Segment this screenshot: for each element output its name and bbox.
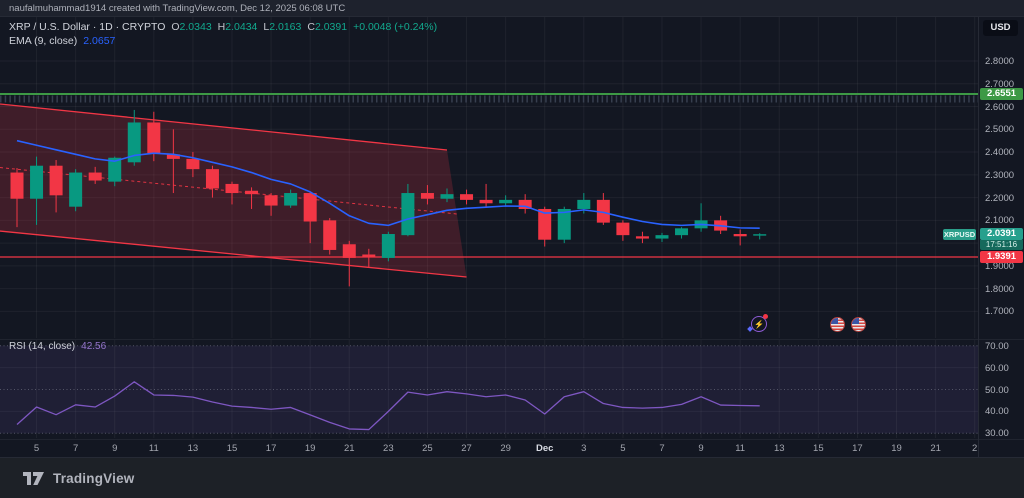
price-axis-label: 1.9000 xyxy=(985,260,1015,272)
time-axis-label: 17 xyxy=(852,443,863,454)
price-axis-label: 2.4000 xyxy=(985,147,1015,159)
pane-separator[interactable] xyxy=(0,439,1024,440)
rsi-value: 42.56 xyxy=(81,341,107,352)
time-axis-label: 21 xyxy=(343,443,355,454)
time-axis-label: 29 xyxy=(500,443,511,454)
time-axis-label: 9 xyxy=(112,443,118,454)
time-axis-label: Dec xyxy=(535,443,554,454)
rsi-legend[interactable]: RSI (14, close) 42.56 xyxy=(9,341,106,352)
bar-countdown-timer: 17:51:16 xyxy=(980,240,1023,250)
footer-bar: TradingView xyxy=(0,457,1024,498)
time-axis-label: 15 xyxy=(813,443,824,454)
time-axis-label: 13 xyxy=(187,443,199,454)
currency-toggle-button[interactable]: USD xyxy=(983,20,1018,36)
time-axis-label: 23 xyxy=(383,443,394,454)
time-axis-label: 25 xyxy=(422,443,433,454)
high-value: 2.0434 xyxy=(225,21,258,33)
close-label: C xyxy=(307,21,315,33)
low-label: L xyxy=(263,21,270,33)
time-axis-label: 27 xyxy=(461,443,472,454)
symbol-legend[interactable]: XRP / U.S. Dollar · 1D · CRYPTO O2.0343 H2… xyxy=(9,21,437,33)
us-economic-event-icon[interactable] xyxy=(851,317,866,332)
time-axis-label: 21 xyxy=(930,443,941,454)
time-axis-label: 11 xyxy=(148,443,159,454)
low-value: 2.0163 xyxy=(269,21,302,33)
change-value: +0.0048 (+0.24%) xyxy=(353,21,438,33)
price-axis-border xyxy=(978,17,979,457)
rsi-axis-label: 70.00 xyxy=(985,340,1009,352)
time-axis-label: 2 xyxy=(972,443,978,454)
price-axis-label: 2.3000 xyxy=(985,169,1015,181)
tradingview-logo-icon xyxy=(23,472,44,485)
resistance-price-badge[interactable]: 2.6551 xyxy=(980,88,1023,100)
price-axis-label: 1.8000 xyxy=(985,283,1015,295)
rsi-axis-label: 50.00 xyxy=(985,384,1009,396)
time-axis-label: 17 xyxy=(265,443,277,454)
tradingview-brand-link[interactable]: TradingView xyxy=(10,471,134,486)
time-axis-label: 7 xyxy=(72,443,79,454)
open-value: 2.0343 xyxy=(179,21,212,33)
us-economic-event-icon[interactable] xyxy=(830,317,845,332)
price-axis-label: 1.7000 xyxy=(985,306,1015,318)
last-price-badge[interactable]: 2.0391 xyxy=(980,228,1023,240)
time-axis-label: 13 xyxy=(773,443,785,454)
attribution-bar: naufalmuhammad1914 created with TradingV… xyxy=(0,0,1024,17)
pane-separator[interactable] xyxy=(0,339,1024,340)
time-axis-label: 3 xyxy=(581,443,587,454)
time-axis-label: 19 xyxy=(304,443,316,454)
price-axis-label: 2.6000 xyxy=(985,101,1015,113)
time-axis-label: 15 xyxy=(226,443,238,454)
rsi-axis-label: 30.00 xyxy=(985,428,1009,440)
crypto-event-icon[interactable]: ⚡ xyxy=(751,314,768,332)
rsi-indicator-canvas[interactable] xyxy=(0,340,978,438)
time-axis-label: 5 xyxy=(620,443,626,454)
main-price-chart-canvas[interactable] xyxy=(0,17,978,338)
time-axis-label: 5 xyxy=(33,443,40,454)
brand-text: TradingView xyxy=(53,471,135,486)
support-price-badge[interactable]: 1.9391 xyxy=(980,251,1023,263)
price-axis-label: 2.1000 xyxy=(985,215,1015,227)
price-axis-label: 2.2000 xyxy=(985,192,1015,204)
high-label: H xyxy=(217,21,226,33)
price-axis-label: 2.8000 xyxy=(985,56,1015,67)
price-axis-label: 2.7000 xyxy=(985,78,1015,90)
ema-value: 2.0657 xyxy=(83,35,116,47)
symbol-title[interactable]: XRP / U.S. Dollar · 1D · CRYPTO xyxy=(9,21,166,33)
symbol-price-label-badge[interactable]: XRPUSD xyxy=(943,229,976,240)
rsi-axis-label: 60.00 xyxy=(985,362,1009,374)
time-axis-label: 7 xyxy=(659,443,665,454)
attribution-text: naufalmuhammad1914 created with TradingV… xyxy=(9,3,346,14)
ema-legend[interactable]: EMA (9, close) 2.0657 xyxy=(9,35,115,47)
price-axis-label: 2.5000 xyxy=(985,124,1015,136)
time-axis-label: 9 xyxy=(698,443,704,454)
rsi-axis-label: 40.00 xyxy=(985,406,1009,418)
time-axis-label: 11 xyxy=(735,443,746,454)
time-axis-label: 19 xyxy=(891,443,902,454)
close-value: 2.0391 xyxy=(314,21,348,33)
time-axis-scale[interactable]: 5 7 9 11 13 15 17 19 21 23 25 27 29 Dec 3 5 7 9 11 13 15 17 19… xyxy=(0,440,978,457)
ema-label[interactable]: EMA (9, close) xyxy=(9,35,78,47)
open-label: O xyxy=(171,21,180,33)
rsi-label[interactable]: RSI (14, close) xyxy=(9,341,76,352)
